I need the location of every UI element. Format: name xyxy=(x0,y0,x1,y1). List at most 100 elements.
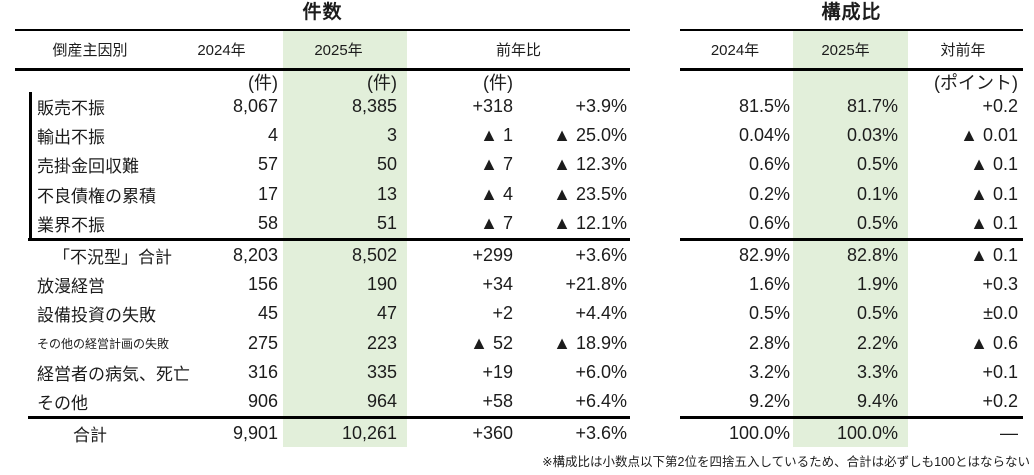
cell-cause-label: 経営者の病気、死亡 xyxy=(37,364,190,384)
unit-count-2024: (件) xyxy=(248,72,278,93)
cell-yoy-pct: +6.4% xyxy=(575,390,627,411)
cell-share-diff: — xyxy=(1000,423,1018,444)
table-row: 経営者の病気、死亡 316 335 +19 +6.0% xyxy=(15,358,630,387)
table-row: 業界不振 58 51 ▲ 7 ▲ 12.1% xyxy=(15,209,630,238)
cell-share-diff: ▲ 0.01 xyxy=(960,125,1018,146)
cell-yoy-diff: ▲ 7 xyxy=(480,212,513,233)
cell-yoy-pct: +4.4% xyxy=(575,303,627,324)
cell-share-2025: 0.5% xyxy=(856,212,898,233)
cell-count-2024: 156 xyxy=(247,274,278,295)
count-table-title: 件数 xyxy=(302,2,343,23)
cell-cause-label: 設備投資の失敗 xyxy=(37,306,156,326)
table-row: 0.6% 0.5% ▲ 0.1 xyxy=(680,150,1023,179)
cell-share-diff: ▲ 0.1 xyxy=(970,212,1018,233)
share-table: 構成比 2024年 2025年 対前年 (ポイント) 81.5% 81.7% +0.… xyxy=(680,0,1023,448)
cell-share-2024: 1.6% xyxy=(748,274,790,295)
col-header-cause: 倒産主因別 xyxy=(52,42,128,59)
cell-yoy-pct: +21.8% xyxy=(565,274,627,295)
cell-yoy-diff: +58 xyxy=(482,390,513,411)
count-units-row: (件) (件) (件) xyxy=(15,71,630,93)
cell-yoy-diff: +2 xyxy=(492,303,513,324)
cell-share-diff: ▲ 0.1 xyxy=(970,245,1018,266)
table-row: 販売不振 8,067 8,385 +318 +3.9% xyxy=(15,92,630,121)
col-header-share-2024: 2024年 xyxy=(710,42,760,59)
table-row: 放漫経営 156 190 +34 +21.8% xyxy=(15,270,630,299)
cell-share-diff: +0.3 xyxy=(982,274,1018,295)
cell-share-2024: 9.2% xyxy=(748,390,790,411)
cell-count-2024: 17 xyxy=(257,183,278,204)
share-table-title: 構成比 xyxy=(821,2,882,23)
cell-yoy-diff: ▲ 52 xyxy=(470,332,513,353)
cell-share-diff: +0.2 xyxy=(982,96,1018,117)
table-row: 100.0% 100.0% — xyxy=(680,419,1023,448)
table-row: 0.5% 0.5% ±0.0 xyxy=(680,299,1023,328)
cell-yoy-pct: ▲ 23.5% xyxy=(553,183,627,204)
cell-count-2024: 45 xyxy=(257,303,278,324)
cell-yoy-pct: +6.0% xyxy=(575,361,627,382)
cell-share-2025: 1.9% xyxy=(856,274,898,295)
cell-cause-label: 合計 xyxy=(73,426,107,446)
cell-share-diff: ±0.0 xyxy=(983,303,1018,324)
cell-cause-label: 放漫経営 xyxy=(37,277,105,297)
share-table-header-row: 2024年 2025年 対前年 xyxy=(680,31,1023,71)
table-row: 3.2% 3.3% +0.1 xyxy=(680,358,1023,387)
table-row: 不良債権の累積 17 13 ▲ 4 ▲ 23.5% xyxy=(15,180,630,209)
cell-share-2024: 0.5% xyxy=(748,303,790,324)
cell-share-2025: 100.0% xyxy=(836,423,898,444)
count-table-title-row: 件数 xyxy=(15,0,630,31)
cell-cause-label: 不良債権の累積 xyxy=(37,186,156,206)
cell-share-diff: ▲ 0.1 xyxy=(970,183,1018,204)
count-total-row-wrap: 合計 9,901 10,261 +360 +3.6% xyxy=(15,419,630,448)
table-row: 合計 9,901 10,261 +360 +3.6% xyxy=(15,419,630,448)
cell-count-2024: 8,067 xyxy=(232,96,278,117)
cell-count-2025: 190 xyxy=(366,274,397,295)
count-other-rows: 「不況型」合計 8,203 8,502 +299 +3.6% 放漫経営 156 190 +34 +… xyxy=(15,241,630,416)
cell-count-2024: 57 xyxy=(257,154,278,175)
cell-count-2025: 50 xyxy=(376,154,397,175)
table-row: 9.2% 9.4% +0.2 xyxy=(680,387,1023,416)
cell-share-2024: 81.5% xyxy=(738,96,790,117)
cell-share-diff: +0.2 xyxy=(982,390,1018,411)
cell-count-2025: 8,502 xyxy=(351,245,397,266)
cell-yoy-diff: +19 xyxy=(482,361,513,382)
cell-share-2024: 100.0% xyxy=(728,423,790,444)
col-header-count-2025: 2025年 xyxy=(314,42,363,59)
table-row: 「不況型」合計 8,203 8,502 +299 +3.6% xyxy=(15,241,630,270)
table-row: 82.9% 82.8% ▲ 0.1 xyxy=(680,241,1023,270)
cell-yoy-pct: ▲ 18.9% xyxy=(553,332,627,353)
count-recession-rows: 販売不振 8,067 8,385 +318 +3.9% 輸出不振 4 3 ▲ 1 ▲ 25.0% 売… xyxy=(15,92,630,238)
cell-cause-label: その他 xyxy=(37,393,88,413)
cell-yoy-diff: +318 xyxy=(472,96,513,117)
cell-share-2024: 0.6% xyxy=(748,212,790,233)
cell-share-2024: 0.6% xyxy=(748,154,790,175)
table-row: 1.6% 1.9% +0.3 xyxy=(680,270,1023,299)
share-units-row: (ポイント) xyxy=(680,71,1023,93)
table-row: 0.2% 0.1% ▲ 0.1 xyxy=(680,180,1023,209)
unit-vs-prev: (ポイント) xyxy=(934,72,1018,93)
cell-cause-label: 販売不振 xyxy=(37,99,105,119)
cell-count-2024: 8,203 xyxy=(232,245,278,266)
cell-yoy-diff: +360 xyxy=(472,423,513,444)
cell-count-2024: 906 xyxy=(247,390,278,411)
unit-yoy-diff: (件) xyxy=(483,72,513,93)
cell-cause-label: 業界不振 xyxy=(37,215,105,235)
cell-yoy-diff: ▲ 1 xyxy=(480,125,513,146)
unit-count-2025: (件) xyxy=(367,72,397,93)
cell-cause-label: 売掛金回収難 xyxy=(37,157,139,177)
cell-count-2024: 9,901 xyxy=(232,423,278,444)
cell-yoy-pct: +3.6% xyxy=(575,245,627,266)
cell-count-2025: 13 xyxy=(376,183,397,204)
cell-cause-label: その他の経営計画の失敗 xyxy=(37,336,170,351)
cell-yoy-pct: +3.9% xyxy=(575,96,627,117)
share-total-row-wrap: 100.0% 100.0% — xyxy=(680,419,1023,448)
cell-yoy-diff: ▲ 4 xyxy=(480,183,513,204)
cell-share-diff: +0.1 xyxy=(982,361,1018,382)
cell-yoy-diff: +299 xyxy=(472,245,513,266)
cell-share-2025: 0.03% xyxy=(846,125,898,146)
cell-count-2025: 964 xyxy=(366,390,397,411)
share-table-title-row: 構成比 xyxy=(680,0,1023,31)
cell-share-diff: ▲ 0.1 xyxy=(970,154,1018,175)
cell-share-2025: 0.1% xyxy=(856,183,898,204)
table-row: 2.8% 2.2% ▲ 0.6 xyxy=(680,329,1023,358)
